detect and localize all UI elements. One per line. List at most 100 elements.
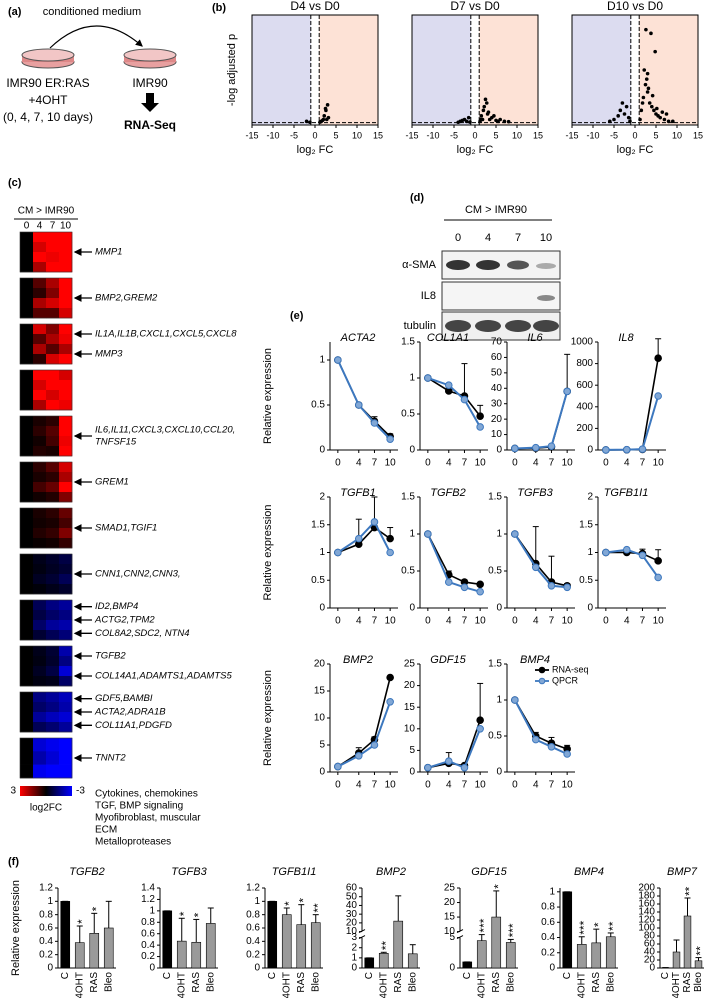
bar bbox=[296, 924, 307, 969]
point bbox=[660, 110, 665, 114]
shade bbox=[252, 15, 311, 125]
heatmap-cell bbox=[59, 472, 73, 483]
bar bbox=[103, 927, 114, 969]
y-tick-label: 0.5 bbox=[488, 566, 502, 577]
heatmap-cell bbox=[46, 446, 60, 457]
y-tick-label: 0 bbox=[587, 445, 593, 456]
lane-label: 10 bbox=[540, 232, 552, 244]
y-tick-label: 0.8 bbox=[246, 909, 260, 920]
heatmap-header: CM > IMR90 bbox=[18, 206, 75, 217]
heatmap-cell bbox=[20, 751, 34, 765]
point bbox=[370, 419, 379, 427]
y-tick-label: 40 bbox=[644, 947, 656, 958]
chart-title: TGFB3 bbox=[517, 487, 553, 499]
heatmap-cell bbox=[46, 492, 60, 503]
y-tick-label: 0 bbox=[549, 963, 555, 974]
y-axis-label: Relative expression bbox=[262, 348, 274, 444]
chart-title: TGFB1 bbox=[340, 487, 375, 499]
heatmap-cell bbox=[59, 508, 73, 519]
heatmap-cell bbox=[46, 242, 60, 253]
y-tick-label: 100 bbox=[638, 923, 655, 934]
point bbox=[511, 444, 519, 453]
heatmap-cell bbox=[20, 712, 34, 723]
y-tick-label: 1 bbox=[496, 695, 502, 706]
heatmap-cell bbox=[33, 390, 47, 401]
y-tick-label: 1.5 bbox=[488, 492, 502, 503]
y-tick-label: 15 bbox=[404, 702, 416, 713]
x-tick-label: C bbox=[60, 972, 71, 979]
y-tick-label: 0.2 bbox=[541, 947, 555, 958]
heatmap-cell bbox=[46, 600, 60, 611]
point bbox=[531, 443, 540, 452]
x-tick-label: Bleo bbox=[310, 972, 321, 992]
chart-title: GDF15 bbox=[471, 866, 507, 878]
heatmap-cell bbox=[59, 354, 73, 365]
x-tick-label: 0 bbox=[335, 458, 341, 469]
y-tick-label: 20 bbox=[491, 414, 503, 425]
x-tick-label: 4 bbox=[533, 616, 539, 627]
column-label: 4 bbox=[37, 221, 43, 232]
y-tick-label: 5 bbox=[319, 740, 325, 751]
heatmap-cell bbox=[46, 472, 60, 483]
heatmap-cell bbox=[46, 436, 60, 447]
y-tick-label: 0 bbox=[47, 963, 53, 974]
point bbox=[460, 395, 469, 404]
heatmap-cell bbox=[46, 554, 60, 565]
bar bbox=[205, 923, 216, 969]
gene-annotation: ID2,BMP4 bbox=[95, 601, 138, 612]
heatmap-cell bbox=[20, 390, 34, 401]
legend-marker bbox=[538, 677, 546, 685]
x-tick-label: -5 bbox=[450, 130, 458, 140]
x-tick-label: -10 bbox=[426, 130, 439, 140]
gene-annotation: MMP1 bbox=[95, 247, 122, 258]
colorbar-label: -3 bbox=[76, 786, 85, 797]
point bbox=[608, 119, 612, 124]
y-tick-label: 20 bbox=[314, 659, 326, 670]
heatmap-cell bbox=[46, 426, 60, 437]
point bbox=[334, 356, 342, 364]
chart-title: ACTA2 bbox=[340, 332, 376, 344]
heatmap-cell bbox=[59, 564, 73, 575]
point bbox=[444, 381, 453, 390]
x-tick-label: 10 bbox=[562, 616, 574, 627]
y-tick-label: 0.8 bbox=[141, 917, 155, 928]
point bbox=[666, 119, 671, 124]
x-tick-label: 10 bbox=[475, 616, 487, 627]
y-tick-label: 5 bbox=[409, 745, 415, 756]
x-tick-label: 7 bbox=[462, 458, 468, 469]
heatmap-cell bbox=[33, 354, 47, 365]
point bbox=[602, 446, 610, 454]
series-line bbox=[513, 699, 568, 755]
point bbox=[308, 120, 312, 125]
x-tick-label: 10 bbox=[352, 130, 362, 140]
heatmap-cell bbox=[46, 630, 60, 641]
heatmap-cell bbox=[33, 574, 47, 585]
bar bbox=[462, 961, 473, 969]
y-tick-label: 1.5 bbox=[401, 337, 415, 348]
shade bbox=[479, 15, 538, 125]
colorbar-label: 3 bbox=[10, 786, 16, 797]
heatmap-cell bbox=[33, 380, 47, 391]
y-tick-label: 0.2 bbox=[39, 949, 53, 960]
y-tick-label: 0.5 bbox=[311, 400, 325, 411]
x-tick-label: 15 bbox=[533, 130, 543, 140]
x-tick-label: 10 bbox=[385, 458, 397, 469]
heatmap-cell bbox=[20, 722, 34, 733]
x-tick-label: 0 bbox=[603, 458, 609, 469]
heatmap-cell bbox=[33, 344, 47, 355]
x-axis-label: log₂ FC bbox=[297, 144, 334, 156]
series-line bbox=[427, 719, 481, 769]
point bbox=[334, 762, 342, 771]
x-tick-label: 4OHT bbox=[671, 972, 682, 998]
bar bbox=[60, 901, 71, 969]
point bbox=[444, 578, 453, 586]
heatmap-cell bbox=[33, 436, 47, 447]
point bbox=[671, 119, 675, 124]
x-tick-label: RAS bbox=[191, 972, 202, 993]
donor-line: IMR90 ER:RAS bbox=[6, 76, 89, 90]
heatmap-cell bbox=[20, 370, 34, 381]
y-tick-label: 70 bbox=[491, 337, 503, 348]
y-axis-label: Relative expression bbox=[262, 670, 274, 766]
